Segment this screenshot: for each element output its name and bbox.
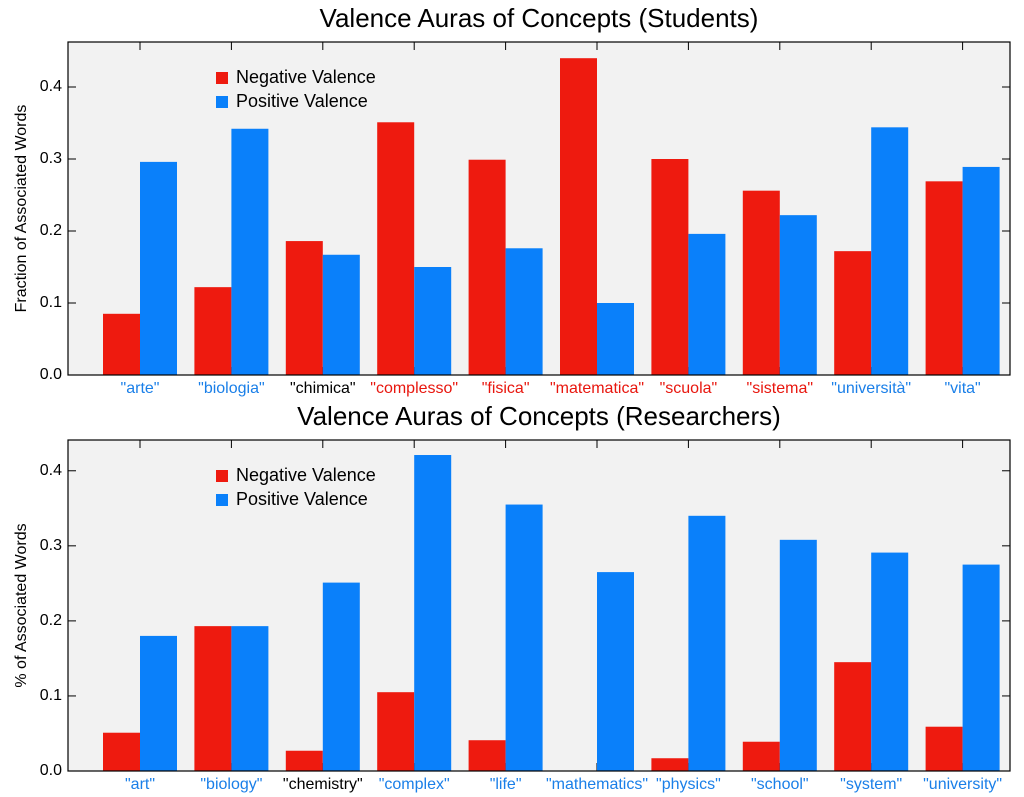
- y-tick-label: 0.4: [40, 78, 62, 95]
- bar: [377, 122, 415, 375]
- legend-swatch: [216, 470, 228, 482]
- legend-swatch: [216, 72, 228, 84]
- bar: [597, 572, 634, 771]
- bar: [468, 159, 506, 375]
- bar: [742, 741, 780, 771]
- bar: [414, 455, 452, 771]
- x-tick-label: "life": [490, 776, 522, 793]
- bar: [103, 732, 140, 771]
- bar: [688, 515, 726, 771]
- bar: [322, 254, 360, 375]
- x-tick-label: "matematica": [550, 380, 644, 397]
- x-tick-label: "art": [125, 776, 155, 793]
- bar: [962, 166, 1000, 375]
- plot-frame: [67, 439, 1011, 772]
- y-tick-label: 0.0: [40, 366, 62, 383]
- bar: [834, 662, 872, 771]
- legend-swatch: [216, 494, 228, 506]
- bar: [779, 539, 817, 771]
- bar: [140, 635, 177, 771]
- bar: [560, 58, 597, 375]
- x-tick-label: "university": [923, 776, 1002, 793]
- legend-swatch: [216, 96, 228, 108]
- bar: [468, 740, 506, 771]
- y-tick-label: 0.2: [40, 222, 62, 239]
- x-tick-label: "complex": [379, 776, 450, 793]
- x-tick-label: "chemistry": [283, 776, 363, 793]
- bar: [377, 692, 415, 771]
- y-tick-label: 0.1: [40, 294, 62, 311]
- bar: [834, 251, 872, 375]
- bar: [322, 582, 360, 771]
- bar: [962, 564, 1000, 771]
- x-tick-label: "mathematics": [546, 776, 648, 793]
- bar: [688, 233, 726, 375]
- bar: [414, 267, 452, 375]
- y-axis-label: Fraction of Associated Words: [13, 105, 30, 313]
- chart-title: Valence Auras of Concepts (Researchers): [297, 401, 781, 431]
- legend-label: Positive Valence: [236, 489, 368, 509]
- x-tick-label: "università": [831, 380, 911, 397]
- y-tick-label: 0.1: [40, 687, 62, 704]
- bar: [285, 750, 323, 771]
- legend-label: Negative Valence: [236, 465, 376, 485]
- bar: [779, 215, 817, 375]
- bar: [871, 552, 909, 771]
- x-tick-label: "sistema": [747, 380, 813, 397]
- bar: [871, 127, 909, 375]
- x-tick-label: "vita": [944, 380, 980, 397]
- y-tick-label: 0.0: [40, 762, 62, 779]
- bar: [742, 190, 780, 375]
- x-tick-label: "scuola": [660, 380, 718, 397]
- x-tick-label: "biologia": [198, 380, 265, 397]
- bar: [925, 181, 963, 375]
- bar: [651, 159, 689, 375]
- chart-title: Valence Auras of Concepts (Students): [320, 3, 759, 33]
- bar: [925, 726, 963, 771]
- x-tick-label: "biology": [200, 776, 262, 793]
- y-tick-label: 0.4: [40, 462, 62, 479]
- x-tick-label: "fisica": [482, 380, 530, 397]
- bar: [194, 287, 232, 375]
- legend-label: Negative Valence: [236, 67, 376, 87]
- bar: [597, 303, 634, 375]
- x-tick-label: "chimica": [290, 380, 356, 397]
- bar: [103, 313, 140, 375]
- bar: [231, 626, 269, 771]
- x-tick-label: "system": [840, 776, 902, 793]
- bar: [651, 758, 689, 771]
- legend-label: Positive Valence: [236, 91, 368, 111]
- bar: [231, 128, 269, 375]
- y-axis-label: % of Associated Words: [13, 523, 30, 687]
- x-tick-label: "arte": [121, 380, 160, 397]
- plot-frame: [67, 41, 1011, 376]
- x-tick-label: "physics": [656, 776, 721, 793]
- y-tick-label: 0.3: [40, 150, 62, 167]
- bar: [140, 161, 177, 375]
- bar: [285, 241, 323, 375]
- bar: [194, 626, 232, 771]
- x-tick-label: "complesso": [370, 380, 458, 397]
- bar: [505, 248, 543, 375]
- x-tick-label: "school": [751, 776, 809, 793]
- bar: [505, 504, 543, 771]
- y-tick-label: 0.2: [40, 612, 62, 629]
- y-tick-label: 0.3: [40, 537, 62, 554]
